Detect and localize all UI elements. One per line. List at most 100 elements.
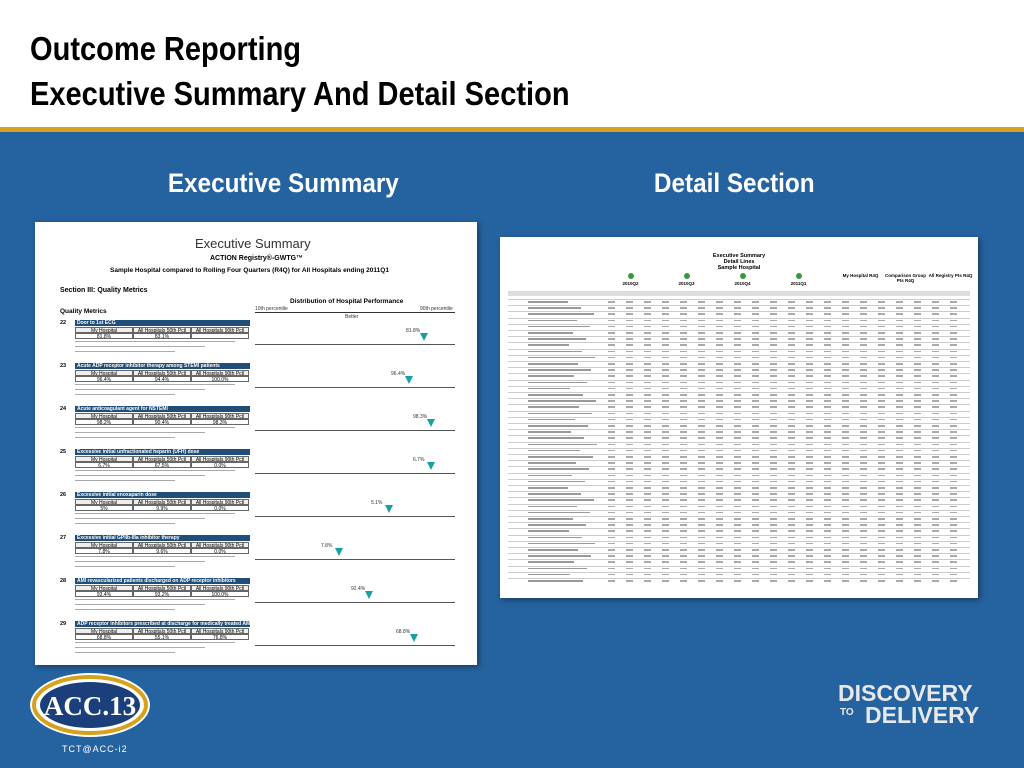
cell-text — [932, 474, 939, 477]
cell-text — [824, 567, 831, 570]
cell-text — [770, 555, 777, 557]
cell-text — [698, 363, 705, 365]
cell-text — [644, 505, 651, 508]
cell-text — [608, 542, 615, 545]
cell-text — [752, 400, 759, 402]
cell-text — [788, 406, 795, 408]
cell-text — [716, 412, 723, 415]
cell-text — [914, 449, 921, 452]
row-text — [528, 381, 587, 384]
cell-text — [698, 338, 705, 340]
cell-text — [680, 356, 687, 359]
cell-text — [644, 332, 651, 334]
cell-text — [932, 456, 939, 458]
row-line — [508, 392, 970, 393]
cell-text — [608, 518, 615, 520]
logo-caption: TCT@ACC-i2 — [62, 744, 128, 754]
cell-text — [806, 412, 813, 415]
cell-text — [788, 350, 795, 353]
row-text — [528, 555, 591, 557]
table-header: My Hospital — [75, 628, 133, 634]
cell-text — [950, 480, 957, 483]
cell-text — [716, 530, 723, 532]
cell-text — [788, 456, 795, 458]
cell-text — [950, 505, 957, 508]
cell-text — [896, 580, 903, 582]
cell-text — [680, 325, 687, 328]
row-text — [528, 549, 578, 551]
row-text — [528, 356, 595, 359]
cell-text — [842, 418, 849, 421]
cell-text — [914, 369, 921, 371]
cell-text — [932, 319, 939, 322]
cell-text — [788, 431, 795, 433]
cell-text — [734, 425, 741, 427]
cell-text — [914, 313, 921, 315]
cell-text — [770, 406, 777, 408]
cell-text — [860, 449, 867, 452]
cell-text — [698, 518, 705, 520]
cell-text — [824, 493, 831, 495]
cell-text — [878, 338, 885, 340]
cell-text — [788, 338, 795, 340]
cell-text — [950, 319, 957, 322]
text-line — [75, 394, 175, 395]
cell-text — [680, 530, 687, 532]
cell-text — [914, 325, 921, 328]
cell-text — [860, 356, 867, 359]
cell-text — [860, 431, 867, 433]
cell-text — [626, 338, 633, 340]
row-text — [528, 369, 591, 371]
cell-text — [626, 480, 633, 483]
cell-text — [860, 474, 867, 477]
marker-label: 81.8% — [406, 328, 421, 334]
cell-text — [914, 561, 921, 563]
title: Executive Summary And Detail Section — [30, 75, 570, 112]
cell-text — [914, 518, 921, 520]
row-text — [528, 474, 572, 477]
cell-text — [914, 468, 921, 470]
cell-text — [914, 580, 921, 582]
cell-text — [644, 580, 651, 582]
cell-text — [950, 338, 957, 340]
cell-text — [950, 493, 957, 495]
cell-text — [662, 542, 669, 545]
cell-text — [824, 468, 831, 470]
cell-text — [860, 332, 867, 334]
row-line — [508, 472, 970, 474]
cell-text — [932, 431, 939, 433]
text-line — [75, 351, 175, 352]
detail-title: Executive Summary — [712, 253, 766, 259]
cell-text — [626, 332, 633, 334]
cell-text — [662, 456, 669, 458]
cell-text — [716, 375, 723, 377]
cell-text — [788, 567, 795, 570]
cell-text — [626, 511, 633, 514]
cell-text — [770, 387, 777, 390]
cell-text — [698, 412, 705, 415]
cell-text — [824, 431, 831, 433]
marker-label: 98.3% — [413, 414, 428, 420]
cell-text — [662, 301, 669, 303]
cell-text — [770, 319, 777, 322]
cell-text — [644, 474, 651, 477]
row-text — [528, 332, 573, 334]
cell-text — [842, 307, 849, 309]
cell-text — [662, 573, 669, 576]
row-text — [528, 524, 586, 526]
cell-text — [698, 325, 705, 328]
cell-text — [896, 499, 903, 501]
table-header: My Hospital — [75, 499, 133, 505]
cell-text — [698, 555, 705, 557]
cell-text — [950, 555, 957, 557]
cell-text — [914, 301, 921, 303]
table-value: 83.1% — [133, 333, 191, 340]
cell-text — [770, 425, 777, 427]
cell-text — [860, 462, 867, 464]
cell-text — [950, 474, 957, 477]
cell-text — [860, 412, 867, 415]
cell-text — [950, 356, 957, 359]
cell-text — [896, 350, 903, 353]
cell-text — [950, 449, 957, 452]
cell-text — [842, 549, 849, 551]
